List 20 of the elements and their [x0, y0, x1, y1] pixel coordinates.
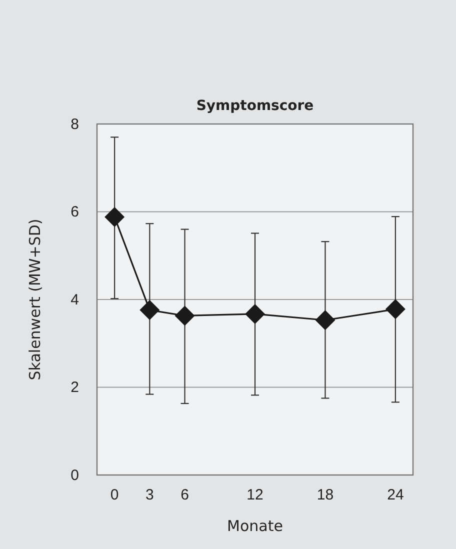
y-tick-label: 0 [70, 466, 79, 484]
point [174, 306, 195, 326]
y-tick-label: 8 [70, 116, 79, 133]
y-axis-title: Skalenwert (MW+SD) [26, 218, 44, 380]
x-axis-title: Monate [227, 517, 283, 535]
x-tick-label: 24 [387, 486, 404, 504]
x-tick-label: 12 [246, 486, 264, 504]
y-tick-label: 2 [70, 379, 79, 396]
point [104, 207, 125, 228]
chart-title: Symptomscore [196, 98, 314, 114]
x-tick-label: 18 [316, 486, 334, 504]
y-tick-label: 4 [70, 291, 79, 308]
y-tick-label: 6 [70, 204, 79, 221]
point [315, 310, 336, 330]
x-tick-label: 6 [180, 486, 189, 504]
point [140, 300, 160, 320]
x-tick-label: 0 [110, 486, 119, 504]
point [245, 304, 265, 324]
point [385, 299, 406, 320]
x-tick-label: 3 [145, 486, 154, 504]
